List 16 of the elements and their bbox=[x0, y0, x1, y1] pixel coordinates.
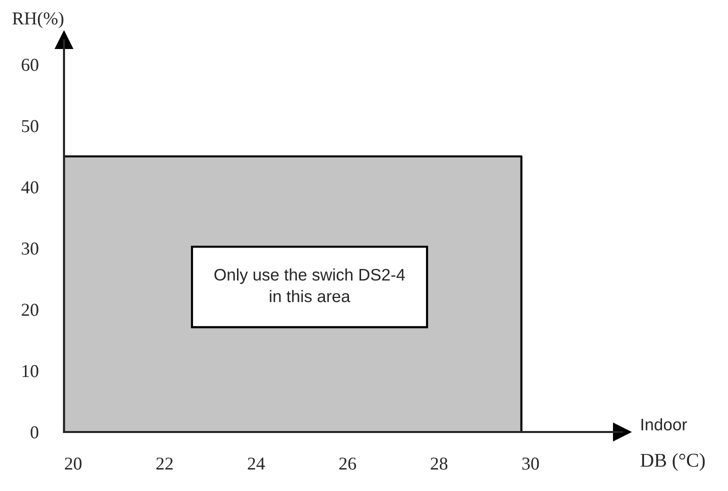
y-tick-label: 30 bbox=[22, 242, 38, 255]
x-tick-label: 28 bbox=[430, 458, 448, 470]
x-tick-label: 26 bbox=[339, 458, 356, 470]
x-tick-label: 22 bbox=[156, 458, 173, 470]
y-tick-label: 10 bbox=[22, 365, 38, 378]
x-tick-label: 30 bbox=[522, 458, 539, 470]
x-tick-label: 20 bbox=[64, 458, 82, 470]
text: Indoor DB (°C) bbox=[640, 418, 705, 471]
x-tick-label: 24 bbox=[248, 458, 265, 470]
y-tick-label: 40 bbox=[21, 181, 38, 194]
y-tick-label: 50 bbox=[22, 120, 38, 132]
y-tick-label: 0 bbox=[30, 426, 38, 438]
y-axis-title: RH(%) bbox=[12, 12, 64, 28]
y-tick-label: 60 bbox=[22, 58, 38, 71]
y-tick-label: 20 bbox=[22, 304, 38, 316]
annotation: Only use the swich DS2-4 in this area bbox=[214, 268, 405, 302]
